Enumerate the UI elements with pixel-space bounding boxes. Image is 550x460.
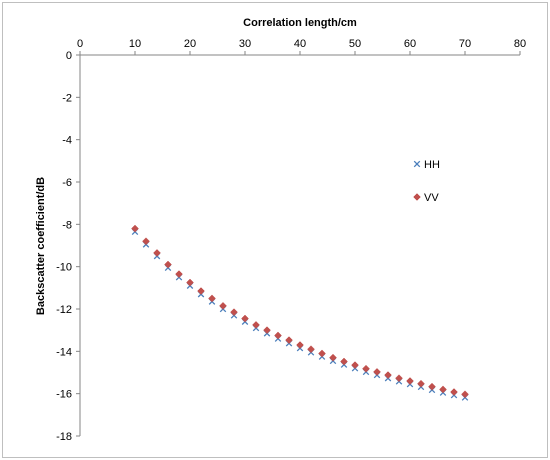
y-tick-label: 0 [66,50,72,62]
legend-label-vv: VV [424,192,439,204]
data-point-vv [296,341,304,349]
data-point-vv [197,287,205,295]
data-point-vv [131,224,139,233]
data-point-vv [307,345,315,354]
data-point-vv [461,390,469,399]
data-point-vv [186,278,194,287]
data-point-vv [362,364,370,373]
data-point-vv [428,382,436,391]
data-point-vv [263,326,271,335]
y-tick-label: -8 [62,219,72,231]
x-tick-label: 0 [77,38,83,50]
legend-marker-vv-shape [413,193,421,201]
data-point-vv [439,385,447,394]
data-point-vv [340,357,348,366]
legend-item-vv: VV [413,192,439,204]
x-tick-label: 80 [514,38,526,50]
legend-marker-vv [413,193,421,201]
data-point-vv [395,374,403,383]
x-tick-label: 10 [129,38,141,50]
legend-marker-hh [413,160,421,168]
data-point-vv [208,294,216,303]
data-point-vv [329,353,337,362]
legend-label-hh: HH [424,159,440,171]
data-point-vv [241,314,249,323]
data-point-vv [351,361,359,369]
data-point-vv [230,308,238,317]
y-tick-label: -14 [56,346,72,358]
y-tick-label: -10 [56,262,72,274]
x-tick-label: 60 [404,38,416,50]
data-point-vv [274,331,282,340]
data-point-vv [373,368,381,376]
data-point-vv [285,336,293,344]
x-ticks: 0 10 20 30 40 50 60 70 80 [77,38,526,55]
y-axis-title: Backscatter coefficient/dB [35,177,47,315]
y-tick-label: -6 [62,177,72,189]
data-point-vv [175,270,183,278]
data-point-vv [219,301,227,310]
x-tick-label: 30 [239,38,251,50]
data-point-vv [417,379,425,388]
x-tick-label: 50 [349,38,361,50]
data-point-vv [406,377,414,385]
x-axis-title: Correlation length/cm [243,17,357,29]
legend-marker-hh-shape [413,160,421,168]
legend-item-hh: HH [413,159,440,171]
data-point-vv [153,249,161,257]
data-point-vv [450,388,458,396]
y-tick-label: -18 [56,431,72,443]
legend: HH VV [413,159,440,204]
y-ticks: 0 -2 -4 -6 -8 -10 -12 -14 -16 -18 [56,50,80,443]
data-point-vv [384,371,392,379]
data-point-vv [318,349,326,358]
data-point-vv [252,321,260,329]
x-tick-label: 20 [184,38,196,50]
y-tick-label: -16 [56,389,72,401]
data-point-vv [142,237,150,246]
x-tick-label: 40 [294,38,306,50]
y-tick-label: -4 [62,135,72,147]
y-tick-label: -12 [56,304,72,316]
data-points [131,224,469,401]
x-tick-label: 70 [459,38,471,50]
y-tick-label: -2 [62,92,72,104]
data-point-vv [164,260,172,269]
